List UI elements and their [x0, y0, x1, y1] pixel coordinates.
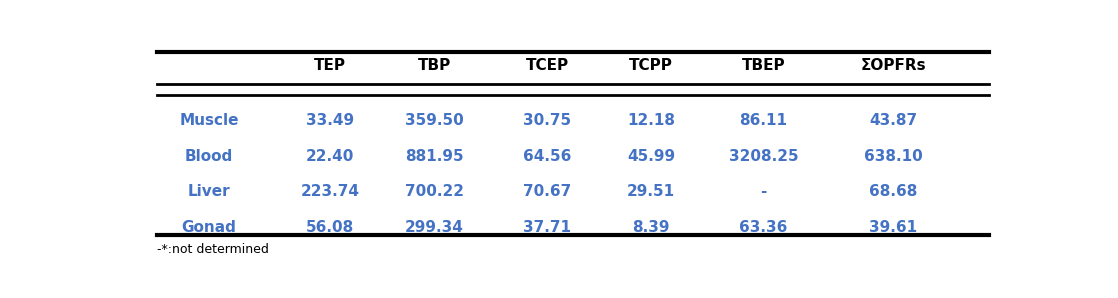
Text: 881.95: 881.95 [405, 149, 464, 164]
Text: Blood: Blood [184, 149, 234, 164]
Text: TCEP: TCEP [525, 58, 569, 73]
Text: 299.34: 299.34 [405, 220, 464, 235]
Text: 68.68: 68.68 [870, 184, 918, 199]
Text: -: - [760, 184, 767, 199]
Text: 63.36: 63.36 [739, 220, 788, 235]
Text: 33.49: 33.49 [306, 113, 354, 128]
Text: 37.71: 37.71 [523, 220, 571, 235]
Text: 8.39: 8.39 [632, 220, 670, 235]
Text: Muscle: Muscle [179, 113, 239, 128]
Text: 39.61: 39.61 [870, 220, 918, 235]
Text: 86.11: 86.11 [740, 113, 787, 128]
Text: TEP: TEP [314, 58, 347, 73]
Text: 3208.25: 3208.25 [729, 149, 798, 164]
Text: 359.50: 359.50 [405, 113, 464, 128]
Text: 223.74: 223.74 [301, 184, 360, 199]
Text: TBP: TBP [418, 58, 451, 73]
Text: 29.51: 29.51 [627, 184, 675, 199]
Text: 12.18: 12.18 [627, 113, 675, 128]
Text: 70.67: 70.67 [523, 184, 571, 199]
Text: 22.40: 22.40 [306, 149, 354, 164]
Text: 43.87: 43.87 [870, 113, 918, 128]
Text: -*:not determined: -*:not determined [157, 243, 269, 256]
Text: 56.08: 56.08 [306, 220, 354, 235]
Text: TCPP: TCPP [629, 58, 673, 73]
Text: 30.75: 30.75 [523, 113, 571, 128]
Text: Liver: Liver [188, 184, 230, 199]
Text: 45.99: 45.99 [627, 149, 675, 164]
Text: 700.22: 700.22 [405, 184, 464, 199]
Text: ΣOPFRs: ΣOPFRs [861, 58, 927, 73]
Text: 64.56: 64.56 [523, 149, 571, 164]
Text: Gonad: Gonad [181, 220, 237, 235]
Text: 638.10: 638.10 [864, 149, 923, 164]
Text: TBEP: TBEP [741, 58, 786, 73]
